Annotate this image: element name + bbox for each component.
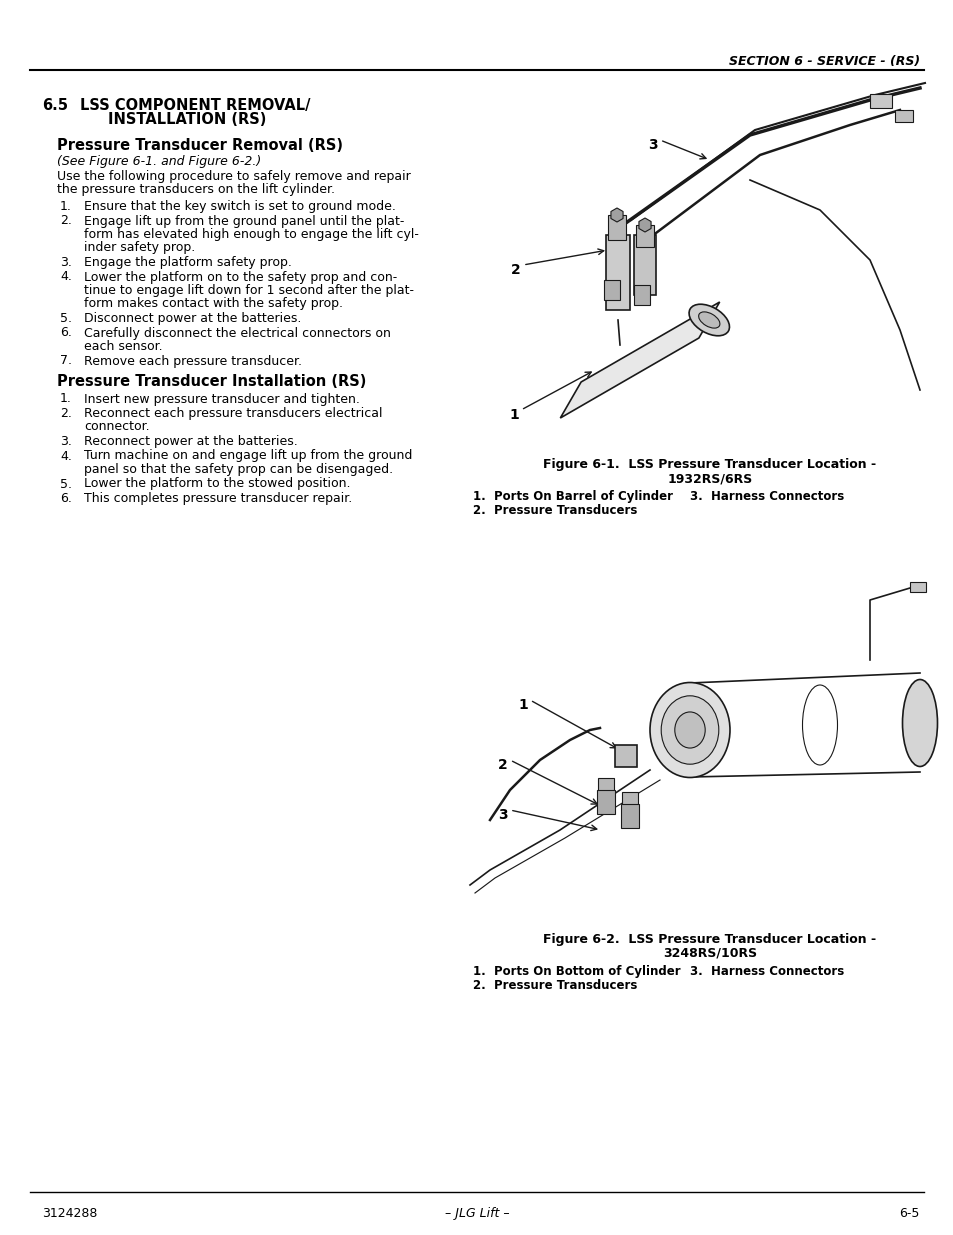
Text: 7.: 7. [60,354,71,368]
Text: (See Figure 6-1. and Figure 6-2.): (See Figure 6-1. and Figure 6-2.) [57,156,261,168]
Text: Disconnect power at the batteries.: Disconnect power at the batteries. [84,312,301,325]
Bar [620,804,639,827]
Text: Pressure Transducer Installation (RS): Pressure Transducer Installation (RS) [57,374,366,389]
Text: LSS COMPONENT REMOVAL/: LSS COMPONENT REMOVAL/ [80,98,310,112]
Text: 2.: 2. [60,215,71,227]
Text: form has elevated high enough to engage the lift cyl-: form has elevated high enough to engage … [84,228,418,241]
Text: Reconnect power at the batteries.: Reconnect power at the batteries. [84,435,297,448]
Text: Reconnect each pressure transducers electrical: Reconnect each pressure transducers elec… [84,408,382,420]
Text: 2.  Pressure Transducers: 2. Pressure Transducers [473,979,637,992]
Text: 1.  Ports On Bottom of Cylinder: 1. Ports On Bottom of Cylinder [473,965,679,978]
Text: INSTALLATION (RS): INSTALLATION (RS) [108,112,266,127]
Text: tinue to engage lift down for 1 second after the plat-: tinue to engage lift down for 1 second a… [84,284,414,296]
Text: Pressure Transducer Removal (RS): Pressure Transducer Removal (RS) [57,138,343,153]
Text: 1: 1 [509,408,518,422]
Text: 6.: 6. [60,492,71,505]
Ellipse shape [698,312,720,329]
Text: connector.: connector. [84,420,150,433]
Text: 3248RS/10RS: 3248RS/10RS [662,947,757,960]
Text: 1: 1 [517,698,527,713]
Bar [636,225,654,247]
Text: 3.: 3. [60,256,71,269]
Bar [634,235,656,295]
Text: Figure 6-2.  LSS Pressure Transducer Location -: Figure 6-2. LSS Pressure Transducer Loca… [543,932,876,946]
Text: 6.: 6. [60,326,71,340]
Text: – JLG Lift –: – JLG Lift – [444,1207,509,1220]
Text: 3: 3 [497,808,507,823]
Bar [607,215,625,240]
Bar [615,745,637,767]
Polygon shape [559,303,719,417]
Bar [634,285,649,305]
Text: 3.: 3. [60,435,71,448]
Text: 1.  Ports On Barrel of Cylinder: 1. Ports On Barrel of Cylinder [473,490,672,503]
Text: 1.: 1. [60,393,71,405]
Text: 1.: 1. [60,200,71,212]
Text: Engage the platform safety prop.: Engage the platform safety prop. [84,256,292,269]
Ellipse shape [902,679,937,767]
Text: Lower the platform on to the safety prop and con-: Lower the platform on to the safety prop… [84,270,396,284]
Text: Lower the platform to the stowed position.: Lower the platform to the stowed positio… [84,478,350,490]
Text: 3124288: 3124288 [42,1207,97,1220]
Bar [894,110,912,122]
Text: panel so that the safety prop can be disengaged.: panel so that the safety prop can be dis… [84,463,393,475]
Text: form makes contact with the safety prop.: form makes contact with the safety prop. [84,298,343,310]
Text: 3: 3 [648,138,658,152]
Text: 4.: 4. [60,270,71,284]
Bar [603,280,619,300]
Text: 2: 2 [497,758,507,772]
Text: 6.5: 6.5 [42,98,68,112]
Bar [598,778,614,797]
Text: 5.: 5. [60,312,71,325]
Text: 4.: 4. [60,450,71,462]
Text: Turn machine on and engage lift up from the ground: Turn machine on and engage lift up from … [84,450,412,462]
Text: Ensure that the key switch is set to ground mode.: Ensure that the key switch is set to gro… [84,200,395,212]
Text: each sensor.: each sensor. [84,340,162,353]
Text: 5.: 5. [60,478,71,490]
Text: the pressure transducers on the lift cylinder.: the pressure transducers on the lift cyl… [57,184,335,196]
Bar [621,792,638,810]
Text: Figure 6-1.  LSS Pressure Transducer Location -: Figure 6-1. LSS Pressure Transducer Loca… [543,458,876,471]
Text: Engage lift up from the ground panel until the plat-: Engage lift up from the ground panel unt… [84,215,404,227]
Text: Insert new pressure transducer and tighten.: Insert new pressure transducer and tight… [84,393,359,405]
Text: 2: 2 [511,263,520,277]
Bar [597,790,615,814]
Text: inder safety prop.: inder safety prop. [84,242,195,254]
Text: 2.  Pressure Transducers: 2. Pressure Transducers [473,504,637,517]
Ellipse shape [674,711,704,748]
Text: 2.: 2. [60,408,71,420]
Ellipse shape [660,695,718,764]
Bar [605,235,629,310]
Text: SECTION 6 - SERVICE - (RS): SECTION 6 - SERVICE - (RS) [728,56,919,68]
Ellipse shape [649,683,729,778]
Text: 6-5: 6-5 [899,1207,919,1220]
Ellipse shape [688,304,729,336]
Text: Carefully disconnect the electrical connectors on: Carefully disconnect the electrical conn… [84,326,391,340]
Text: Use the following procedure to safely remove and repair: Use the following procedure to safely re… [57,170,411,183]
Text: Remove each pressure transducer.: Remove each pressure transducer. [84,354,302,368]
Bar [909,582,925,592]
Text: 3.  Harness Connectors: 3. Harness Connectors [689,965,843,978]
Text: 1932RS/6RS: 1932RS/6RS [667,472,752,485]
Text: This completes pressure transducer repair.: This completes pressure transducer repai… [84,492,352,505]
Text: 3.  Harness Connectors: 3. Harness Connectors [689,490,843,503]
Bar [869,94,891,107]
